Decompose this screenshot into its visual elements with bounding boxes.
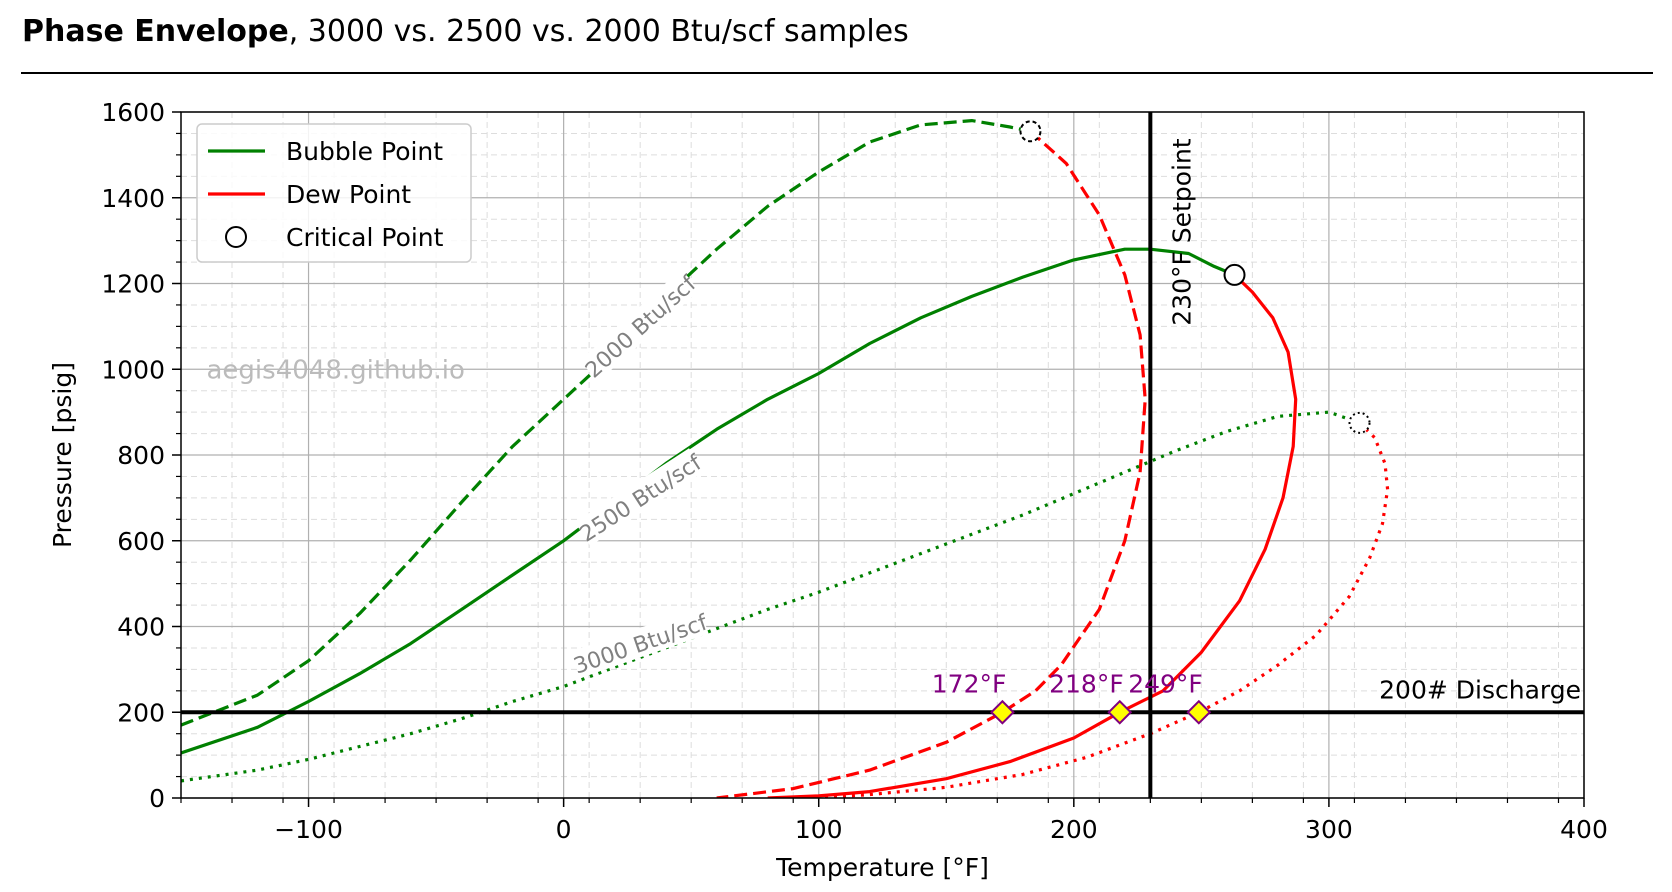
y-tick-label: 1200 (101, 270, 165, 299)
reference-lines: 230°F Setpoint 200# Discharge (181, 112, 1584, 798)
bubble-point-curve-3000 (181, 410, 1361, 783)
title-divider (21, 72, 1653, 74)
bubble-point-curve-2500 (181, 247, 1236, 755)
figure-title-rest: , 3000 vs. 2500 vs. 2000 Btu/scf samples (288, 14, 909, 49)
watermark: aegis4048.github.io (207, 355, 465, 385)
y-tick-label: 200 (117, 698, 165, 727)
y-tick-label: 1400 (101, 184, 165, 213)
x-tick-label: 200 (1050, 815, 1098, 844)
intersection-label: 249°F (1128, 669, 1203, 698)
figure-title-bold: Phase Envelope (22, 14, 289, 49)
dew-point-curve-3000 (818, 421, 1390, 798)
x-axis-label: Temperature [°F] (775, 853, 989, 882)
x-tick-label: −100 (274, 815, 343, 844)
intersection-label: 172°F (932, 669, 1007, 698)
intersection-label: 218°F (1049, 669, 1124, 698)
critical-points (1019, 120, 1371, 434)
dew-point-curve-2000 (716, 130, 1147, 798)
y-tick-label: 1600 (101, 98, 165, 127)
legend-label: Critical Point (286, 223, 444, 252)
annotations-layer: aegis4048.github.io 2000 Btu/scf 2500 Btu/… (207, 269, 712, 680)
curve-label-bg (574, 448, 705, 546)
setpoint-label: 230°F Setpoint (1167, 138, 1196, 326)
discharge-label: 200# Discharge (1379, 675, 1581, 704)
intersection-marker (1107, 699, 1133, 725)
y-tick-label: 400 (117, 613, 165, 642)
intersection-marker (989, 699, 1015, 725)
critical-point-marker (1223, 263, 1246, 286)
curve-label-bg (579, 269, 700, 382)
y-tick-label: 600 (117, 527, 165, 556)
x-tick-label: 0 (556, 815, 572, 844)
x-tick-label: 400 (1560, 815, 1608, 844)
x-tick-label: 300 (1305, 815, 1353, 844)
dew-point-curve-2500 (767, 273, 1298, 798)
intersection-marker (1186, 699, 1212, 725)
critical-point-marker (1348, 411, 1371, 434)
curve-label-bg (570, 607, 709, 679)
y-axis-label: Pressure [psig] (48, 362, 77, 548)
intersection-markers: 172°F 218°F 249°F (932, 669, 1212, 725)
curves-layer (181, 119, 1390, 798)
x-tick-label: 100 (795, 815, 843, 844)
figure-title: Phase Envelope, 3000 vs. 2500 vs. 2000 B… (22, 14, 909, 49)
curve-label: 2000 Btu/scf (581, 271, 702, 384)
legend-marker-swatch (225, 226, 247, 248)
legend-label: Dew Point (286, 180, 411, 209)
y-tick-label: 1000 (101, 355, 165, 384)
legend-label: Bubble Point (286, 137, 443, 166)
curve-label: 2500 Btu/scf (576, 450, 708, 548)
legend-box (196, 123, 472, 263)
axes-layer: −100 0 100 200 300 400 0 200 400 600 800 1000 1200 14… (48, 98, 1608, 882)
y-tick-label: 0 (149, 784, 165, 813)
y-tick-label: 800 (117, 441, 165, 470)
legend: Bubble Point Dew Point Critical Point (196, 123, 472, 263)
critical-point-marker (1019, 120, 1042, 143)
